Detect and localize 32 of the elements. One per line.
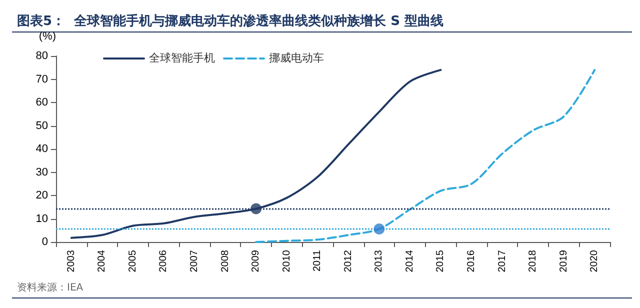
x-tick-label: 2004 (96, 250, 108, 272)
x-tick-label: 2005 (127, 250, 138, 272)
y-tick-label: 20 (36, 190, 48, 202)
x-tick-label: 2007 (189, 250, 200, 272)
x-tick-label: 2008 (220, 250, 231, 272)
legend-label: 全球智能手机 (149, 52, 215, 64)
x-tick-label: 2006 (158, 250, 170, 272)
x-tick-label: 2003 (66, 250, 77, 272)
y-tick-label: 30 (36, 166, 48, 178)
x-tick-label: 2018 (528, 250, 539, 272)
legend-label: 挪威电动车 (269, 52, 324, 64)
y-tick-label: 10 (36, 212, 48, 225)
text: 资料来源：IEA (17, 282, 84, 294)
x-tick-label: 2017 (496, 250, 508, 272)
x-tick-label: 2019 (558, 250, 570, 272)
x-tick-label: 2009 (250, 250, 262, 272)
x-tick-label: 2015 (435, 250, 446, 272)
chart-title: 图表5： 全球智能手机与挪威电动车的渗透率曲线类似种族增长 S 型曲线 (17, 13, 444, 29)
y-tick-label: 40 (36, 143, 48, 155)
x-tick-label: 2016 (466, 250, 477, 272)
x-tick-label: 2012 (342, 250, 354, 272)
x-tick-label: 2014 (404, 250, 416, 272)
y-tick-label: 60 (36, 96, 48, 108)
y-tick-label: 50 (36, 120, 48, 132)
y-tick-label: 0 (42, 236, 48, 248)
x-tick-label: 2010 (281, 250, 292, 272)
x-tick-label: 2013 (374, 250, 385, 272)
y-tick-label: 70 (36, 73, 48, 86)
x-tick-label: 2020 (589, 250, 600, 272)
y-tick-label: 80 (36, 50, 48, 62)
x-tick-label: 2011 (312, 250, 324, 272)
y-axis-title: (%) (38, 30, 56, 42)
